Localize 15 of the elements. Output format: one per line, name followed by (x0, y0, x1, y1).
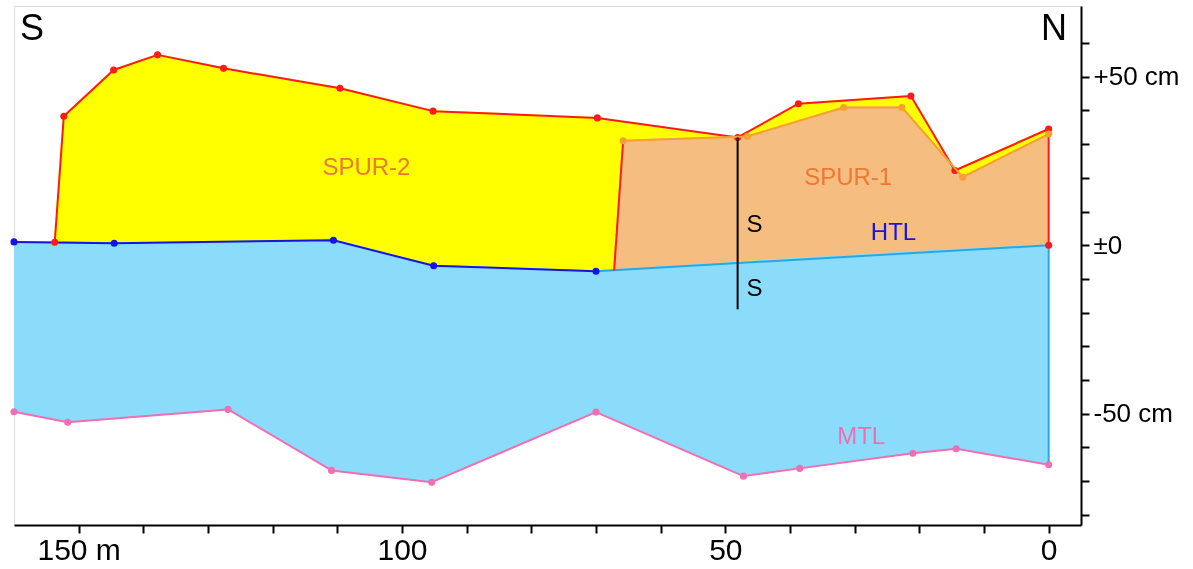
annotation: S (20, 7, 45, 48)
x-tick-label: 0 (1040, 532, 1058, 566)
annotation: S (746, 274, 763, 302)
annotation: MTL (837, 422, 886, 450)
annotation: N (1041, 7, 1067, 48)
annotation: HTL (870, 218, 917, 246)
annotation: S (746, 210, 763, 238)
y-tick-label: ±0 (1093, 229, 1123, 260)
y-tick-label: -50 cm (1093, 398, 1173, 429)
x-tick-label: 150 m (37, 532, 121, 566)
x-tick-label: 100 (377, 532, 428, 566)
x-tick-label: 50 (709, 532, 743, 566)
annotation: SPUR-2 (322, 152, 411, 180)
annotation: SPUR-1 (804, 162, 893, 190)
y-tick-label: +50 cm (1093, 61, 1180, 92)
